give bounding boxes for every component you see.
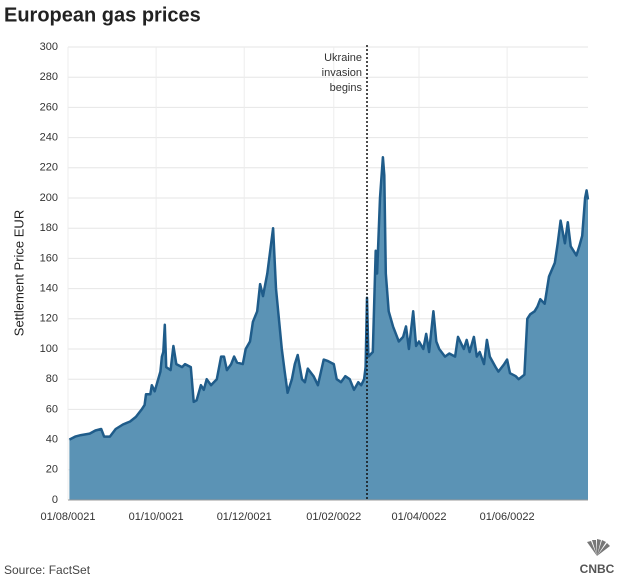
chart-title: European gas prices: [4, 4, 201, 26]
annotation-text: invasion: [322, 67, 362, 79]
y-tick-label: 20: [46, 464, 58, 476]
annotation-text: Ukraine: [324, 52, 362, 64]
y-tick-label: 160: [40, 252, 58, 264]
logo-peacock: [587, 539, 610, 556]
y-tick-label: 260: [40, 101, 58, 113]
y-tick-label: 120: [40, 313, 58, 325]
x-tick-label: 01/04/0022: [391, 511, 446, 523]
y-tick-label: 300: [40, 41, 58, 53]
x-tick-label: 01/02/0022: [306, 511, 361, 523]
y-tick-label: 140: [40, 283, 58, 295]
y-tick-label: 220: [40, 162, 58, 174]
y-tick-label: 80: [46, 373, 58, 385]
source: Source: FactSet: [4, 563, 91, 577]
y-tick-label: 100: [40, 343, 58, 355]
annotation-text: begins: [330, 82, 363, 94]
y-tick-label: 60: [46, 403, 58, 415]
y-tick-label: 280: [40, 71, 58, 83]
y-axis-label: Settlement Price EUR: [11, 210, 26, 336]
y-tick-label: 240: [40, 132, 58, 144]
logo-text: CNBC: [580, 562, 615, 576]
x-tick-label: 01/10/0021: [129, 511, 184, 523]
y-tick-label: 180: [40, 222, 58, 234]
line: [68, 155, 590, 441]
x-tick-label: 01/12/0021: [217, 511, 272, 523]
y-tick-label: 0: [52, 494, 58, 506]
area: [69, 157, 588, 500]
x-tick-label: 01/08/0021: [40, 511, 95, 523]
logo: CNBC: [580, 539, 615, 576]
y-tick-label: 40: [46, 434, 58, 446]
x-tick-label: 01/06/0022: [480, 511, 535, 523]
y-tick-label: 200: [40, 192, 58, 204]
